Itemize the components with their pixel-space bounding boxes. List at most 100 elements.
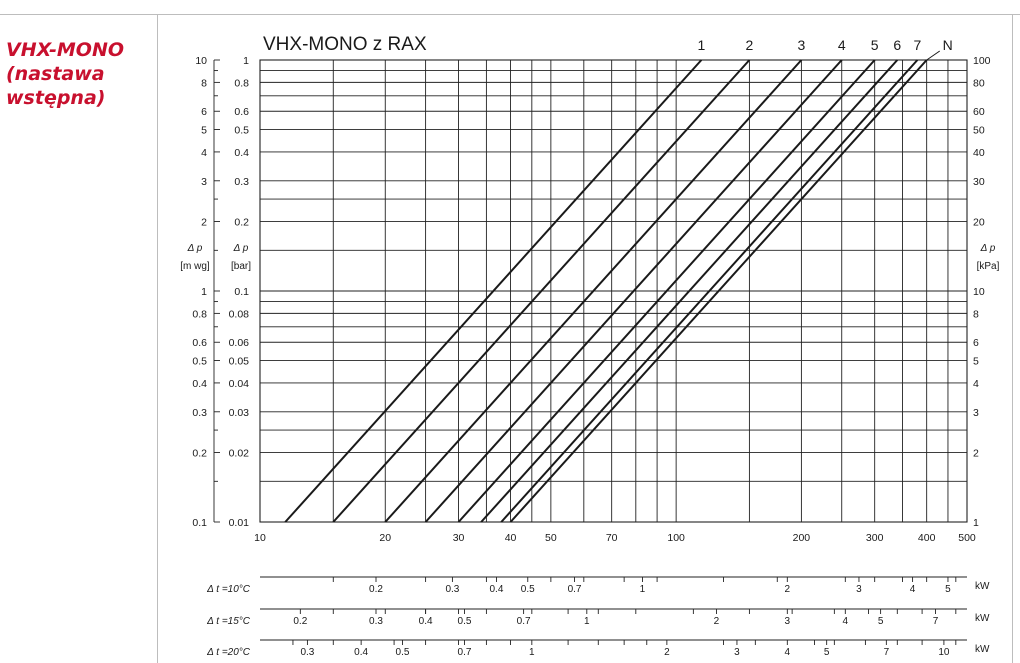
power-scale-unit: kW — [975, 581, 990, 592]
power-scale-label: Δ t =10°C — [206, 584, 251, 595]
y-tick-label-mwg: 1 — [201, 286, 207, 298]
power-scale-value: 10 — [938, 647, 950, 658]
series-line-3 — [384, 59, 803, 523]
power-scale-value: 0.5 — [521, 584, 535, 595]
power-scale-value: 4 — [910, 584, 916, 595]
chart-title: VHX-MONO z RAX — [263, 34, 427, 55]
y-tick-label-mwg: 0.6 — [192, 337, 207, 349]
series-label-7: 7 — [914, 37, 922, 53]
y-tick-label-kpa: 60 — [973, 106, 985, 118]
y-tick-label-bar: 0.3 — [234, 176, 249, 188]
side-title-line-2: (nastawa — [6, 63, 105, 85]
power-scale-value: 7 — [884, 647, 890, 658]
axis-label-bar-symbol: Δ p — [233, 243, 249, 254]
power-scale-value: 7 — [933, 616, 939, 627]
column-rule-right — [1012, 14, 1013, 663]
y-tick-label-kpa: 6 — [973, 337, 979, 349]
power-scale-value: 0.7 — [568, 584, 582, 595]
y-tick-label-kpa: 8 — [973, 308, 979, 320]
y-tick-label-kpa: 100 — [973, 55, 991, 67]
y-tick-label-mwg: 0.8 — [192, 308, 207, 320]
side-title: VHX-MONO (nastawa wstępna) — [6, 38, 156, 110]
x-tick-label: 300 — [866, 532, 884, 544]
y-tick-label-bar: 0.5 — [234, 125, 249, 137]
y-tick-label-kpa: 3 — [973, 407, 979, 419]
axis-label-kpa-unit: [kPa] — [977, 261, 1000, 272]
series-line-1 — [284, 59, 703, 523]
y-tick-label-bar: 0.4 — [234, 147, 249, 159]
y-tick-label-mwg: 0.3 — [192, 407, 207, 419]
power-scale-value: 3 — [785, 616, 791, 627]
series-label-2: 2 — [746, 37, 754, 53]
y-tick-label-mwg: 0.4 — [192, 378, 207, 390]
power-scale-value: 0.2 — [293, 616, 307, 627]
y-tick-label-mwg: 8 — [201, 77, 207, 89]
top-rule — [0, 14, 1020, 15]
y-tick-label-bar: 0.8 — [234, 77, 249, 89]
series-label-5: 5 — [871, 37, 879, 53]
y-tick-label-mwg: 4 — [201, 147, 207, 159]
power-scale-label: Δ t =15°C — [206, 616, 251, 627]
y-tick-label-bar: 0.01 — [229, 517, 250, 529]
y-tick-label-bar: 0.2 — [234, 216, 249, 228]
y-tick-label-kpa: 1 — [973, 517, 979, 529]
y-tick-label-bar: 0.1 — [234, 286, 249, 298]
power-scale-value: 3 — [734, 647, 740, 658]
power-scale-value: 0.3 — [445, 584, 459, 595]
power-scale-value: 1 — [640, 584, 646, 595]
y-tick-label-bar: 0.08 — [229, 308, 250, 320]
y-tick-label-mwg: 0.2 — [192, 447, 207, 459]
y-tick-label-kpa: 50 — [973, 125, 985, 137]
power-scale-value: 1 — [584, 616, 590, 627]
power-scale-value: 0.5 — [396, 647, 410, 658]
y-tick-label-bar: 0.02 — [229, 447, 250, 459]
series-line-4 — [424, 59, 843, 523]
axis-label-kpa-symbol: Δ p — [980, 243, 996, 254]
y-tick-label-bar: 0.6 — [234, 106, 249, 118]
power-scale-unit: kW — [975, 644, 990, 655]
power-scale-label: Δ t =20°C — [206, 647, 251, 658]
y-tick-label-mwg: 3 — [201, 176, 207, 188]
y-tick-label-kpa: 30 — [973, 176, 985, 188]
y-tick-label-mwg: 5 — [201, 125, 207, 137]
x-tick-label: 10 — [254, 532, 266, 544]
power-scale-value: 0.5 — [458, 616, 472, 627]
axis-label-mwg-symbol: Δ p — [187, 243, 203, 254]
series-line-2 — [332, 59, 751, 523]
y-tick-label-mwg: 2 — [201, 216, 207, 228]
power-scale-value: 5 — [824, 647, 830, 658]
y-tick-label-mwg: 10 — [195, 55, 207, 67]
power-scale-value: 0.7 — [517, 616, 531, 627]
y-tick-label-kpa: 2 — [973, 447, 979, 459]
series-label-1: 1 — [697, 37, 705, 53]
power-scale-value: 0.3 — [369, 616, 383, 627]
series-label-3: 3 — [798, 37, 806, 53]
power-scale-unit: kW — [975, 613, 990, 624]
power-scale-value: 0.4 — [354, 647, 368, 658]
axis-label-mwg-unit: [m wg] — [180, 261, 210, 272]
x-tick-label: 200 — [793, 532, 811, 544]
power-scale-value: 5 — [878, 616, 884, 627]
power-scale-value: 1 — [529, 647, 535, 658]
power-scale-value: 0.4 — [419, 616, 433, 627]
y-tick-label-bar: 0.04 — [229, 378, 250, 390]
side-title-line-1: VHX-MONO — [6, 39, 124, 61]
y-tick-label-kpa: 5 — [973, 356, 979, 368]
y-tick-label-kpa: 4 — [973, 378, 979, 390]
x-tick-label: 20 — [379, 532, 391, 544]
power-scale-value: 5 — [945, 584, 951, 595]
y-tick-label-mwg: 0.5 — [192, 356, 207, 368]
power-scale-value: 0.4 — [489, 584, 503, 595]
series-line-7 — [500, 59, 919, 523]
y-tick-label-bar: 1 — [243, 55, 249, 67]
x-tick-label: 30 — [453, 532, 465, 544]
power-scale-value: 0.7 — [458, 647, 472, 658]
column-rule-left — [157, 14, 158, 663]
y-tick-label-kpa: 80 — [973, 77, 985, 89]
y-tick-label-bar: 0.06 — [229, 337, 250, 349]
series-line-N — [509, 59, 928, 523]
series-label-4: 4 — [838, 37, 846, 53]
series-label-N: N — [943, 37, 953, 53]
power-scale-value: 2 — [664, 647, 670, 658]
x-tick-label: 500 — [958, 532, 976, 544]
